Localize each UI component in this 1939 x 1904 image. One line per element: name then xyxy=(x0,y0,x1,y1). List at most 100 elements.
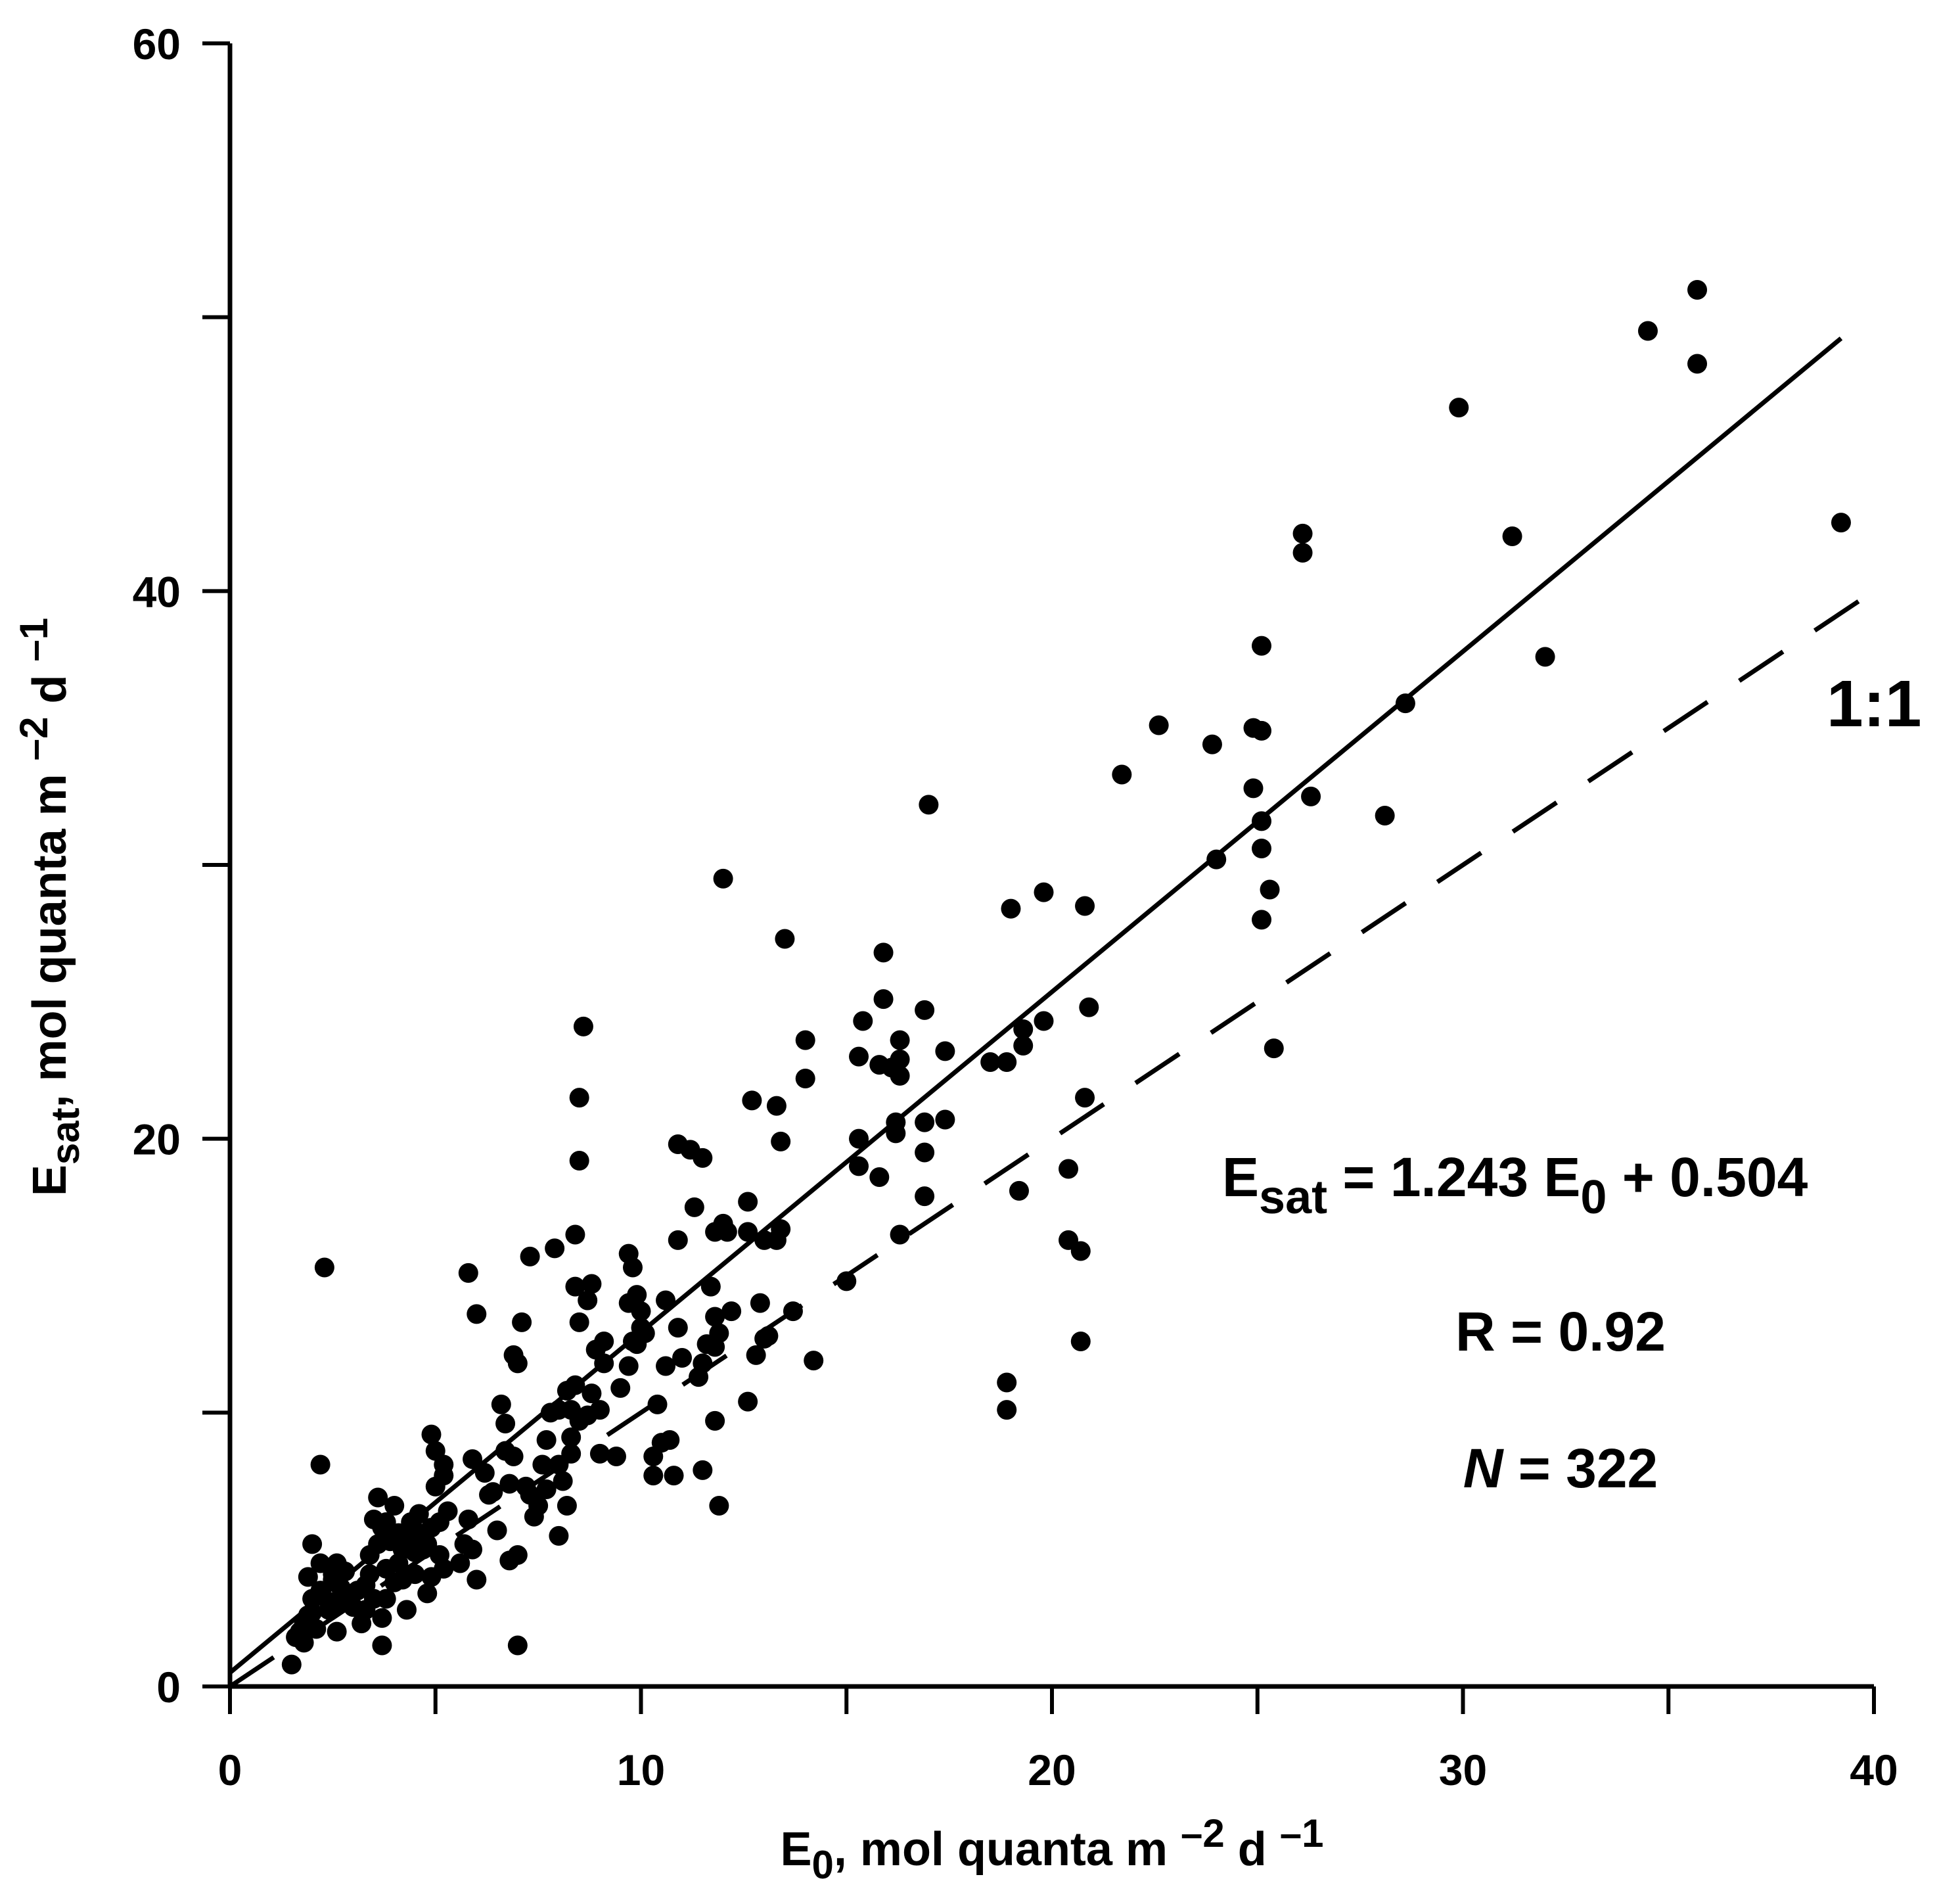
data-point xyxy=(631,1301,651,1322)
data-point xyxy=(746,1345,766,1365)
data-point xyxy=(853,1011,873,1031)
data-point xyxy=(553,1471,573,1491)
data-point xyxy=(507,1635,528,1656)
data-point xyxy=(849,1046,869,1067)
data-point xyxy=(915,1000,935,1020)
data-point xyxy=(327,1621,347,1642)
data-point xyxy=(997,1400,1017,1420)
data-point xyxy=(610,1378,631,1398)
data-point xyxy=(795,1069,815,1088)
data-point xyxy=(684,1197,704,1217)
data-point xyxy=(310,1454,331,1475)
data-point xyxy=(434,1466,454,1486)
data-point xyxy=(512,1312,532,1332)
data-point xyxy=(463,1449,483,1470)
data-point xyxy=(589,1400,610,1420)
data-point xyxy=(890,1049,910,1069)
data-point xyxy=(561,1443,582,1464)
x-tick-label: 30 xyxy=(1439,1746,1487,1794)
data-point xyxy=(1243,778,1264,799)
data-point xyxy=(873,989,894,1010)
data-point xyxy=(713,868,733,889)
x-label-sub: 0 xyxy=(812,1843,834,1887)
y-label-mid: d xyxy=(24,662,76,717)
data-point xyxy=(565,1375,585,1395)
data-point xyxy=(495,1414,516,1433)
data-point xyxy=(1075,1088,1095,1108)
data-point xyxy=(507,1353,528,1374)
x-tick-label: 40 xyxy=(1850,1746,1898,1794)
data-point xyxy=(434,1558,454,1579)
data-point xyxy=(890,1224,910,1245)
data-point xyxy=(997,1372,1017,1393)
data-point xyxy=(483,1482,503,1502)
x-tick-label: 10 xyxy=(617,1746,665,1794)
data-point xyxy=(450,1553,470,1573)
data-point xyxy=(532,1454,553,1475)
data-point xyxy=(1292,543,1313,563)
data-point xyxy=(935,1041,955,1061)
data-point xyxy=(1202,734,1222,755)
data-point xyxy=(700,1276,721,1297)
data-point xyxy=(742,1090,762,1111)
one-to-one-label: 1:1 xyxy=(1827,667,1922,741)
data-point xyxy=(1252,910,1272,930)
data-point xyxy=(849,1128,869,1149)
data-point xyxy=(372,1608,392,1628)
data-point xyxy=(804,1351,824,1371)
data-point xyxy=(372,1635,392,1656)
data-point xyxy=(783,1301,803,1322)
data-point xyxy=(664,1466,684,1486)
data-point xyxy=(536,1430,557,1450)
y-label-sub: sat xyxy=(43,1107,87,1165)
data-point xyxy=(873,942,894,963)
data-point xyxy=(775,929,795,949)
data-point xyxy=(298,1567,318,1587)
data-point xyxy=(314,1257,334,1278)
data-point xyxy=(1206,849,1227,870)
data-point xyxy=(647,1394,668,1414)
data-point xyxy=(849,1156,869,1176)
data-point xyxy=(890,1030,910,1050)
x-label-mid: d xyxy=(1225,1823,1280,1876)
data-point xyxy=(573,1016,593,1036)
x-label-exp2: –1 xyxy=(1280,1811,1324,1855)
data-point xyxy=(302,1534,323,1554)
data-point xyxy=(536,1479,557,1499)
data-point xyxy=(717,1222,737,1242)
data-point xyxy=(1252,839,1272,858)
data-point xyxy=(1831,513,1851,533)
data-point xyxy=(766,1096,787,1116)
data-point xyxy=(886,1112,906,1132)
data-point xyxy=(656,1356,676,1376)
data-point xyxy=(980,1052,1001,1072)
r-value: R = 0.92 xyxy=(1455,1301,1666,1362)
data-point xyxy=(503,1447,524,1466)
data-point xyxy=(396,1600,417,1620)
data-point xyxy=(294,1633,314,1653)
data-point xyxy=(997,1052,1017,1072)
data-point xyxy=(409,1504,429,1524)
data-point xyxy=(627,1285,647,1305)
data-point xyxy=(705,1307,725,1327)
data-point xyxy=(578,1290,598,1311)
data-point xyxy=(368,1487,388,1508)
x-label-exp1: –2 xyxy=(1181,1811,1225,1855)
data-point xyxy=(915,1186,935,1207)
data-point xyxy=(771,1219,791,1240)
data-point xyxy=(836,1271,857,1291)
data-point xyxy=(1637,321,1658,341)
data-point xyxy=(618,1356,639,1376)
data-point xyxy=(1252,811,1272,831)
data-point xyxy=(594,1353,614,1374)
data-point xyxy=(1264,1038,1284,1059)
data-point xyxy=(1079,997,1099,1017)
data-point xyxy=(594,1332,614,1351)
data-point xyxy=(1449,398,1469,418)
one-to-one-line-group xyxy=(229,589,1875,1688)
data-point xyxy=(1301,786,1321,806)
y-label-main: E xyxy=(24,1165,76,1196)
data-point xyxy=(421,1424,442,1445)
y-label-exp1: –2 xyxy=(12,717,56,761)
